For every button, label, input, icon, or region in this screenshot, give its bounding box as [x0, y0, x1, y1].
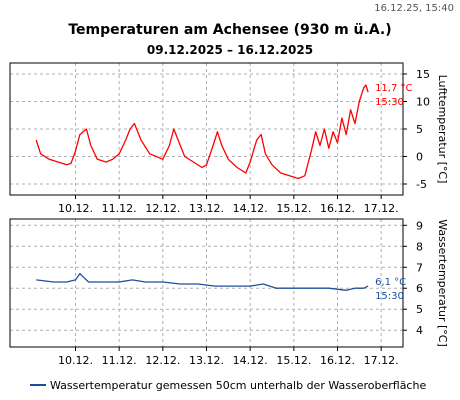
water-series-line-0 — [36, 272, 369, 291]
air-xtick-label-0: 10.12. — [58, 202, 93, 215]
air-ytick-label-1: 0 — [416, 151, 423, 164]
water-end-value-label: 6,1 °C — [375, 277, 406, 288]
chart-subtitle: 09.12.2025 – 16.12.2025 — [146, 43, 314, 57]
water-xtick-label-1: 11.12. — [102, 354, 137, 367]
air-ytick-label-4: 15 — [416, 68, 430, 81]
water-xtick-label-6: 16.12. — [320, 354, 355, 367]
water-xtick-label-0: 10.12. — [58, 354, 93, 367]
water-xtick-label-5: 15.12. — [276, 354, 311, 367]
chart-title: Temperaturen am Achensee (930 m ü.A.) — [68, 22, 392, 38]
air-xtick-label-6: 16.12. — [320, 202, 355, 215]
water-legend-label: Wassertemperatur gemessen 50cm unterhalb… — [50, 379, 426, 392]
water-xtick-label-4: 14.12. — [233, 354, 268, 367]
air-xtick-label-3: 13.12. — [189, 202, 224, 215]
water-xtick-label-2: 12.12. — [145, 354, 180, 367]
water-ytick-label-3: 7 — [416, 261, 423, 274]
air-xtick-label-4: 14.12. — [233, 202, 268, 215]
water-ytick-label-4: 8 — [416, 240, 423, 253]
air-xtick-label-5: 15.12. — [276, 202, 311, 215]
water-ytick-label-5: 9 — [416, 219, 423, 232]
water-ytick-label-0: 4 — [416, 324, 423, 337]
water-ylabel: Wassertemperatur [°C] — [436, 219, 449, 347]
water-ytick-label-1: 5 — [416, 303, 423, 316]
water-end-time-label: 15:30 — [375, 291, 404, 302]
water-xtick-label-7: 17.12. — [364, 354, 399, 367]
air-ytick-label-2: 5 — [416, 123, 423, 136]
air-ytick-label-3: 10 — [416, 96, 430, 109]
air-end-value-label: 11,7 °C — [375, 83, 412, 94]
air-xtick-label-2: 12.12. — [145, 202, 180, 215]
air-xtick-label-7: 17.12. — [364, 202, 399, 215]
water-xtick-label-3: 13.12. — [189, 354, 224, 367]
air-xtick-label-1: 11.12. — [102, 202, 137, 215]
air-end-time-label: 15:30 — [375, 97, 404, 108]
water-ytick-label-2: 6 — [416, 282, 423, 295]
air-ylabel: Lufttemperatur [°C] — [436, 75, 449, 184]
air-series-line-0 — [35, 84, 369, 180]
air-ytick-label-0: -5 — [416, 178, 427, 191]
update-timestamp: 16.12.25, 15:40 — [374, 3, 454, 14]
